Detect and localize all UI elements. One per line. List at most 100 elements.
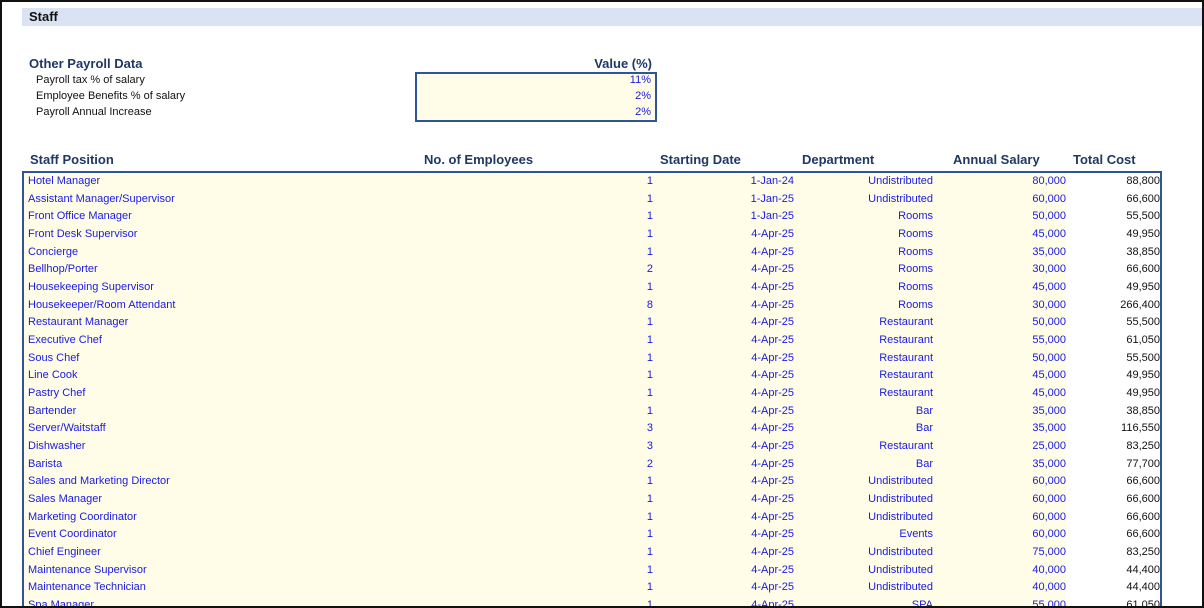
cell: 30,000 (1032, 263, 1066, 276)
input-area (24, 173, 1066, 606)
position-name: Sales and Marketing Director (28, 475, 170, 488)
cell: 4-Apr-25 (751, 457, 794, 470)
cell: 2 (646, 263, 653, 276)
cell: Bar (915, 404, 933, 417)
cell: 55,500 (1126, 351, 1160, 364)
payroll-value: 2% (635, 90, 651, 102)
cell: 55,000 (1032, 599, 1066, 608)
cell: 66,600 (1126, 528, 1160, 541)
cell: 40,000 (1032, 563, 1066, 576)
cell: 35,000 (1032, 422, 1066, 435)
cell: Rooms (898, 281, 933, 294)
position-name: Chief Engineer (28, 546, 101, 559)
cell: Bar (915, 422, 933, 435)
section-title: Other Payroll Data (29, 56, 143, 71)
cell: 1 (646, 281, 653, 294)
cell: 60,000 (1032, 493, 1066, 506)
cell: 50,000 (1032, 210, 1066, 223)
cell: 4-Apr-25 (751, 546, 794, 559)
cell: Restaurant (879, 387, 933, 400)
cell: 38,850 (1126, 245, 1160, 258)
position-name: Maintenance Supervisor (28, 563, 147, 576)
cell: 4-Apr-25 (751, 351, 794, 364)
cell: 4-Apr-25 (751, 493, 794, 506)
cell: 60,000 (1032, 192, 1066, 205)
column-header: Annual Salary (953, 152, 1040, 167)
cell: 66,600 (1126, 475, 1160, 488)
cell: 66,600 (1126, 493, 1160, 506)
cell: 4-Apr-25 (751, 387, 794, 400)
position-name: Bellhop/Porter (28, 263, 98, 276)
column-header: Total Cost (1073, 152, 1136, 167)
cell: 1 (646, 563, 653, 576)
cell: 4-Apr-25 (751, 334, 794, 347)
cell: 35,000 (1032, 245, 1066, 258)
cell: 116,550 (1121, 422, 1160, 435)
cell: Rooms (898, 298, 933, 311)
cell: 1 (646, 210, 653, 223)
cell: 4-Apr-25 (751, 263, 794, 276)
cell: Undistributed (868, 546, 933, 559)
cell: 50,000 (1032, 316, 1066, 329)
payroll-label: Payroll Annual Increase (36, 106, 152, 118)
column-header: Staff Position (30, 152, 114, 167)
cell: 4-Apr-25 (751, 581, 794, 594)
cell: 75,000 (1032, 546, 1066, 559)
cell: 4-Apr-25 (751, 298, 794, 311)
header-bar (22, 8, 1202, 26)
cell: 1-Jan-25 (750, 210, 794, 223)
cell: Rooms (898, 210, 933, 223)
cell: 80,000 (1032, 175, 1066, 187)
cell: 35,000 (1032, 404, 1066, 417)
cell: 45,000 (1032, 228, 1066, 240)
position-name: Front Desk Supervisor (28, 228, 138, 240)
cell: 66,600 (1126, 510, 1160, 523)
position-name: Front Office Manager (28, 210, 132, 223)
position-name: Bartender (28, 404, 77, 417)
cell: Undistributed (868, 510, 933, 523)
cell: 1 (646, 475, 653, 488)
cell: 4-Apr-25 (751, 475, 794, 488)
position-name: Sous Chef (28, 351, 80, 364)
cell: 1 (646, 369, 653, 382)
cell: 77,700 (1126, 457, 1160, 470)
cell: 1-Jan-24 (750, 175, 794, 187)
position-name: Restaurant Manager (28, 316, 129, 329)
sheet-title: Staff (29, 9, 58, 24)
cell: Undistributed (868, 192, 933, 205)
cell: 66,600 (1126, 192, 1160, 205)
payroll-label: Employee Benefits % of salary (36, 90, 186, 102)
cell: 44,400 (1126, 563, 1160, 576)
cell: 55,500 (1126, 316, 1160, 329)
cell: 50,000 (1032, 351, 1066, 364)
cell: 45,000 (1032, 387, 1066, 400)
cell: 83,250 (1126, 546, 1160, 559)
cell: 1 (646, 334, 653, 347)
cell: Undistributed (868, 493, 933, 506)
cell: Rooms (898, 245, 933, 258)
cell: 4-Apr-25 (751, 316, 794, 329)
cell: 4-Apr-25 (751, 369, 794, 382)
cell: 1 (646, 528, 653, 541)
cell: Undistributed (868, 581, 933, 594)
cell: 1 (646, 404, 653, 417)
position-name: Housekeeping Supervisor (28, 281, 154, 294)
cell: 88,800 (1126, 175, 1160, 187)
position-name: Assistant Manager/Supervisor (28, 192, 175, 205)
position-name: Pastry Chef (28, 387, 86, 400)
cell: 4-Apr-25 (751, 510, 794, 523)
cell: 40,000 (1032, 581, 1066, 594)
cell: 2 (646, 457, 653, 470)
position-name: Marketing Coordinator (28, 510, 137, 523)
input-box (415, 72, 657, 122)
cell: SPA (911, 599, 933, 608)
cell: 8 (646, 298, 653, 311)
cell: Rooms (898, 263, 933, 276)
cell: 60,000 (1032, 475, 1066, 488)
cell: 55,000 (1032, 334, 1066, 347)
cell: 4-Apr-25 (751, 404, 794, 417)
cell: Undistributed (868, 475, 933, 488)
cell: 1 (646, 228, 653, 240)
